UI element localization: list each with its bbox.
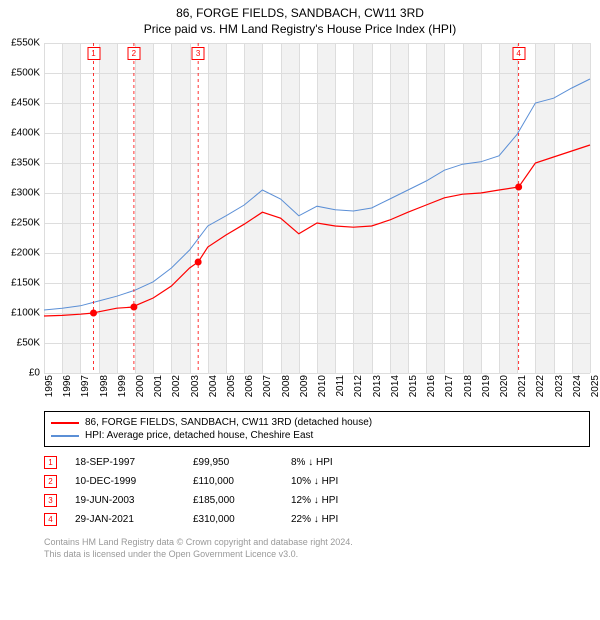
x-axis-label: 2023 xyxy=(554,375,565,397)
chart-svg xyxy=(44,43,590,373)
sale-price: £110,000 xyxy=(193,476,273,487)
x-axis-label: 2020 xyxy=(499,375,510,397)
y-axis-label: £450K xyxy=(11,98,44,109)
title-line-1: 86, FORGE FIELDS, SANDBACH, CW11 3RD xyxy=(0,6,600,22)
y-axis-label: £100K xyxy=(11,308,44,319)
legend-swatch xyxy=(51,435,79,437)
sale-marker-icon: 3 xyxy=(44,494,57,507)
sale-marker-icon: 4 xyxy=(44,513,57,526)
sale-date: 19-JUN-2003 xyxy=(75,495,175,506)
x-axis-label: 2004 xyxy=(208,375,219,397)
x-axis-label: 2011 xyxy=(335,375,346,397)
y-axis-label: £300K xyxy=(11,188,44,199)
x-axis-label: 2008 xyxy=(281,375,292,397)
footer-line: Contains HM Land Registry data © Crown c… xyxy=(44,537,590,549)
x-axis-label: 2012 xyxy=(353,375,364,397)
sale-date: 29-JAN-2021 xyxy=(75,514,175,525)
legend-label: 86, FORGE FIELDS, SANDBACH, CW11 3RD (de… xyxy=(85,417,372,428)
x-axis-label: 2010 xyxy=(317,375,328,397)
x-axis-label: 2018 xyxy=(463,375,474,397)
sale-marker-icon: 3 xyxy=(192,47,205,60)
x-axis-label: 2021 xyxy=(517,375,528,397)
sale-marker-icon: 2 xyxy=(44,475,57,488)
y-axis-label: £400K xyxy=(11,128,44,139)
chart-titles: 86, FORGE FIELDS, SANDBACH, CW11 3RD Pri… xyxy=(0,0,600,37)
y-axis-label: £50K xyxy=(17,338,44,349)
x-axis-label: 2025 xyxy=(590,375,600,397)
x-axis-label: 2005 xyxy=(226,375,237,397)
x-axis-label: 2022 xyxy=(535,375,546,397)
sale-date: 10-DEC-1999 xyxy=(75,476,175,487)
x-axis-label: 1995 xyxy=(44,375,55,397)
x-axis-label: 1997 xyxy=(80,375,91,397)
y-axis-label: £250K xyxy=(11,218,44,229)
sale-marker-icon: 2 xyxy=(127,47,140,60)
title-line-2: Price paid vs. HM Land Registry's House … xyxy=(0,22,600,38)
legend-item: 86, FORGE FIELDS, SANDBACH, CW11 3RD (de… xyxy=(51,416,583,429)
sale-marker-icon: 4 xyxy=(512,47,525,60)
x-axis-label: 2002 xyxy=(171,375,182,397)
table-row: 4 29-JAN-2021 £310,000 22% ↓ HPI xyxy=(44,510,590,529)
legend: 86, FORGE FIELDS, SANDBACH, CW11 3RD (de… xyxy=(44,411,590,447)
x-axis-label: 2016 xyxy=(426,375,437,397)
sale-price: £310,000 xyxy=(193,514,273,525)
x-axis-label: 2009 xyxy=(299,375,310,397)
x-axis-label: 2007 xyxy=(262,375,273,397)
sale-date: 18-SEP-1997 xyxy=(75,457,175,468)
x-axis-label: 2024 xyxy=(572,375,583,397)
x-axis-label: 1999 xyxy=(117,375,128,397)
x-axis-label: 2015 xyxy=(408,375,419,397)
x-axis-label: 2003 xyxy=(190,375,201,397)
sale-marker-icon: 1 xyxy=(87,47,100,60)
sale-delta: 8% ↓ HPI xyxy=(291,457,381,468)
y-axis-label: £200K xyxy=(11,248,44,259)
chart-container: 86, FORGE FIELDS, SANDBACH, CW11 3RD Pri… xyxy=(0,0,600,561)
x-axis-label: 2001 xyxy=(153,375,164,397)
x-axis-label: 2000 xyxy=(135,375,146,397)
y-axis-label: £500K xyxy=(11,68,44,79)
x-axis-label: 2017 xyxy=(444,375,455,397)
footer: Contains HM Land Registry data © Crown c… xyxy=(44,537,590,560)
sale-delta: 22% ↓ HPI xyxy=(291,514,381,525)
x-axis-label: 2019 xyxy=(481,375,492,397)
y-axis-label: £550K xyxy=(11,38,44,49)
legend-item: HPI: Average price, detached house, Ches… xyxy=(51,429,583,442)
y-axis-label: £0 xyxy=(29,368,44,379)
x-axis-labels: 1995 1996 1997 1998 1999 2000 2001 2002 2003 2004… xyxy=(44,373,590,407)
x-axis-label: 2014 xyxy=(390,375,401,397)
table-row: 2 10-DEC-1999 £110,000 10% ↓ HPI xyxy=(44,472,590,491)
sale-delta: 12% ↓ HPI xyxy=(291,495,381,506)
sales-table: 1 18-SEP-1997 £99,950 8% ↓ HPI 2 10-DEC-… xyxy=(44,453,590,529)
footer-line: This data is licensed under the Open Gov… xyxy=(44,549,590,561)
legend-label: HPI: Average price, detached house, Ches… xyxy=(85,430,313,441)
table-row: 3 19-JUN-2003 £185,000 12% ↓ HPI xyxy=(44,491,590,510)
x-axis-label: 1996 xyxy=(62,375,73,397)
y-axis-label: £350K xyxy=(11,158,44,169)
y-axis-label: £150K xyxy=(11,278,44,289)
sale-marker-icon: 1 xyxy=(44,456,57,469)
sale-delta: 10% ↓ HPI xyxy=(291,476,381,487)
x-axis-label: 2013 xyxy=(372,375,383,397)
plot-area: £0£50K£100K£150K£200K£250K£300K£350K£400… xyxy=(44,43,590,373)
x-axis-label: 1998 xyxy=(99,375,110,397)
sale-price: £99,950 xyxy=(193,457,273,468)
sale-price: £185,000 xyxy=(193,495,273,506)
legend-swatch xyxy=(51,422,79,424)
table-row: 1 18-SEP-1997 £99,950 8% ↓ HPI xyxy=(44,453,590,472)
x-axis-label: 2006 xyxy=(244,375,255,397)
